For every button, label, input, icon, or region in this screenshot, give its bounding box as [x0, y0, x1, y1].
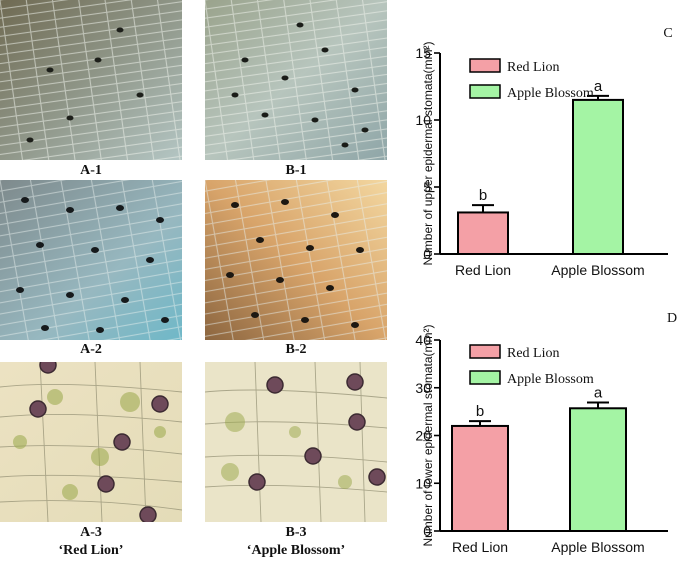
chart-d-x-tick-label: Apple Blossom	[551, 539, 644, 555]
micrograph-a3-image	[0, 362, 182, 522]
chart-d-y-tick-label: 30	[415, 380, 431, 396]
micrograph-a3	[0, 362, 182, 522]
panel-label-a2: A-2	[80, 342, 102, 357]
chart-c-bar-red-lion	[457, 211, 509, 256]
chart-d-legend-swatch	[469, 344, 501, 359]
chart-d-bar-apple-blossom	[569, 407, 627, 532]
cultivar-label-a3: ‘Red Lion’	[58, 543, 124, 558]
panel-label-b1: B-1	[285, 163, 307, 178]
micrograph-a2-image	[0, 180, 182, 340]
micrograph-b3-image	[205, 362, 387, 522]
micrograph-a1-image	[0, 0, 182, 160]
chart-c-y-tick-label: 5	[423, 179, 431, 195]
chart-d-y-tick-label: 20	[415, 428, 431, 444]
panel-label-a3: A-3	[80, 525, 102, 540]
chart-c-legend-label: Red Lion	[507, 60, 560, 75]
panel-label-a1: A-1	[80, 163, 102, 178]
chart-d-y-tick-label: 0	[423, 523, 431, 539]
micrograph-a2	[0, 180, 182, 340]
chart-c-y-axis-label: Number of upper epidermal stomata(mm²)	[421, 41, 435, 265]
micrograph-b1	[205, 0, 387, 160]
chart-c-legend-label: Apple Blossom	[507, 86, 594, 101]
panel-label-b2: B-2	[285, 342, 307, 357]
chart-c-legend-swatch	[469, 58, 501, 73]
chart-d-bar-red-lion	[451, 424, 509, 533]
micrograph-a1	[0, 0, 182, 160]
panel-label-b3: B-3	[285, 525, 307, 540]
chart-d-significance-label: b	[476, 403, 484, 420]
chart-d-x-tick-label: Red Lion	[452, 539, 508, 555]
chart-c-panel-letter: C	[663, 26, 672, 41]
chart-d-panel-letter: D	[667, 311, 677, 326]
micrograph-b1-image	[205, 0, 387, 160]
chart-d-y-tick-label: 10	[415, 475, 431, 491]
chart-d-significance-label: a	[594, 385, 603, 402]
chart-c-legend-swatch	[469, 84, 501, 99]
chart-d-y-axis-label: Number of lower epidermal stomata(mm²)	[421, 324, 435, 546]
chart-c-significance-label: a	[594, 78, 603, 95]
chart-c-y-tick-label: 10	[415, 112, 431, 128]
chart-c-significance-label: b	[479, 187, 487, 204]
chart-c-x-tick-label: Red Lion	[455, 262, 511, 278]
chart-c-y-tick-label: 15	[415, 45, 431, 61]
chart-d-legend-label: Red Lion	[507, 346, 560, 361]
chart-d-legend-label: Apple Blossom	[507, 372, 594, 387]
micrograph-b2	[205, 180, 387, 340]
chart-d-y-tick-label: 40	[415, 332, 431, 348]
cultivar-label-b3: ‘Apple Blossom’	[246, 543, 346, 558]
chart-c-bar-apple-blossom	[572, 98, 624, 256]
chart-c-x-tick-label: Apple Blossom	[551, 262, 644, 278]
chart-d-legend-swatch	[469, 370, 501, 385]
micrograph-b3	[205, 362, 387, 522]
micrograph-b2-image	[205, 180, 387, 340]
chart-c-y-tick-label: 0	[423, 246, 431, 262]
